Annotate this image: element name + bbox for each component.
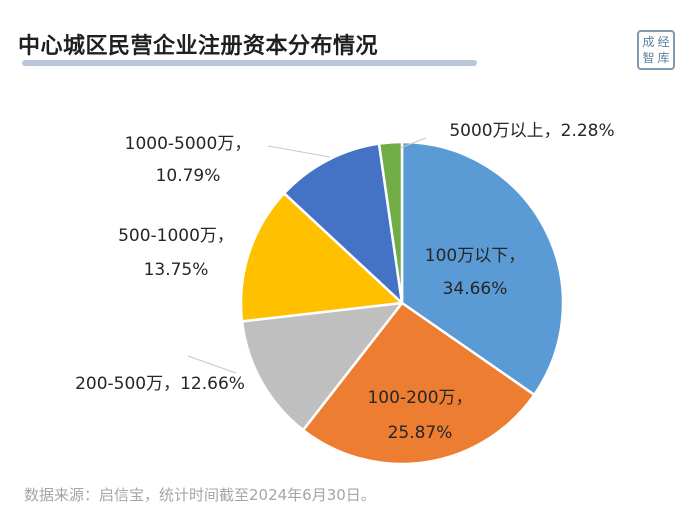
- pie-slice-1000-5000万: [282, 142, 404, 305]
- leader-line-5000万以上: [399, 137, 427, 149]
- title-underline: [22, 60, 477, 66]
- chart-title: 中心城区民营企业注册资本分布情况: [18, 34, 379, 59]
- data-source-note: 数据来源：启信宝，统计时间截至2024年6月30日。: [24, 486, 376, 504]
- logo-char: 成: [642, 35, 655, 49]
- data-label: 200-500万，12.66%: [75, 374, 245, 394]
- data-label-value: 34.66%: [443, 279, 508, 299]
- data-label-category: 1000-5000万，: [125, 134, 252, 154]
- logo-char: 库: [657, 51, 670, 65]
- data-label-value: 10.79%: [156, 166, 221, 186]
- data-label-category: 100-200万，: [367, 388, 472, 408]
- leader-line-200-500万: [187, 355, 237, 374]
- think-tank-logo: 成 经 智 库: [637, 30, 675, 70]
- data-label-category: 100万以下，: [425, 246, 525, 266]
- pie-slice-100-200万: [301, 301, 536, 466]
- pie-slice-5000万以上: [377, 140, 404, 305]
- data-label-value: 13.75%: [144, 260, 209, 280]
- data-label-value: 25.87%: [388, 423, 453, 443]
- data-label: 5000万以上，2.28%: [449, 121, 614, 141]
- pie-slice-500-1000万: [239, 192, 404, 323]
- logo-char: 智: [642, 51, 655, 65]
- logo-char: 经: [657, 35, 670, 49]
- data-label-category: 500-1000万，: [118, 226, 234, 246]
- pie-slice-200-500万: [240, 301, 404, 432]
- leader-line-1000-5000万: [267, 145, 331, 158]
- pie-slice-100万以下: [400, 140, 565, 397]
- title-block: 中心城区民营企业注册资本分布情况: [18, 28, 477, 66]
